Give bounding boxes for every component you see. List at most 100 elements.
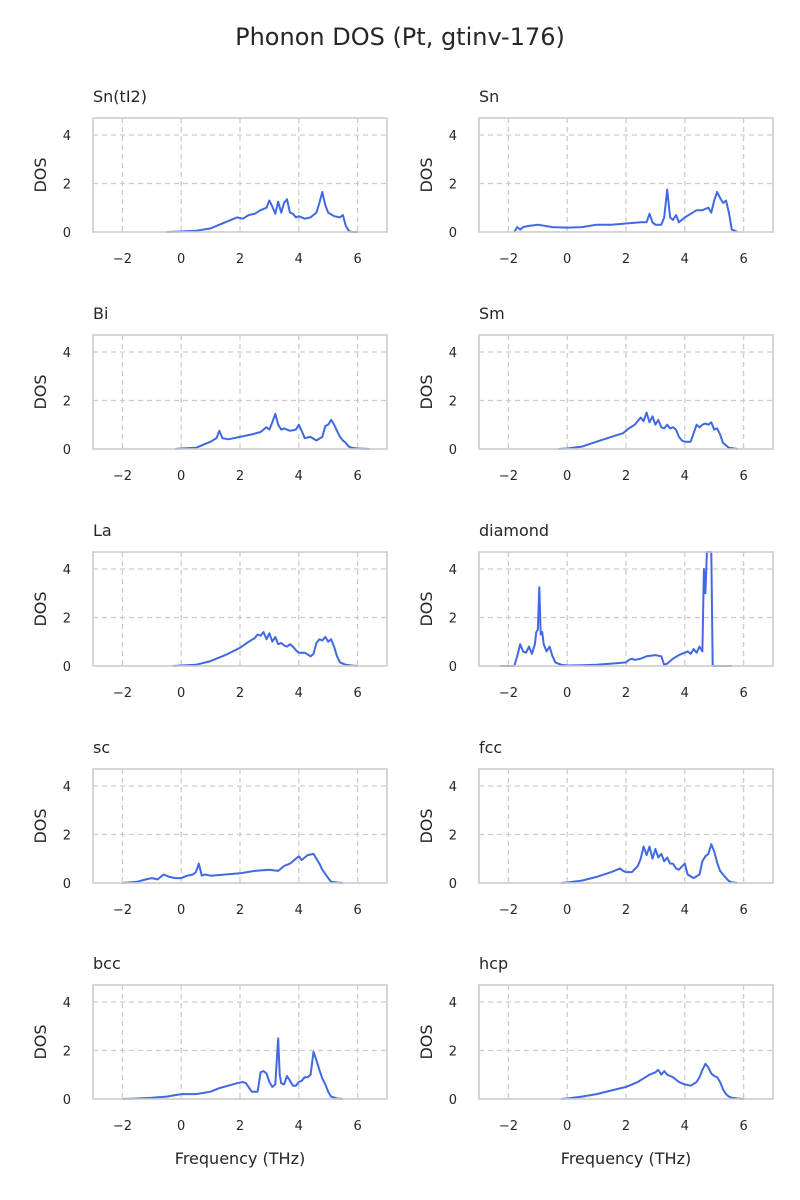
x-tick-label: 6 <box>353 252 361 267</box>
x-tick-label: 0 <box>177 469 185 484</box>
y-tick-label: 0 <box>449 1093 457 1108</box>
x-tick-label: 6 <box>739 686 747 701</box>
y-tick-label: 2 <box>63 828 71 843</box>
x-tick-label: 0 <box>177 1119 185 1134</box>
x-tick-label: 2 <box>622 903 630 918</box>
y-axis-label: DOS <box>31 591 50 626</box>
panel-title: hcp <box>479 954 508 973</box>
y-tick-label: 0 <box>63 660 71 675</box>
dos-series-line <box>172 631 358 667</box>
y-tick-label: 2 <box>449 611 457 626</box>
x-tick-label: 6 <box>353 469 361 484</box>
panel-sn: Sn −2 0 2 4 6 0 2 4 DOS <box>417 87 774 267</box>
x-tick-label: 6 <box>739 903 747 918</box>
y-axis-label: DOS <box>31 808 50 843</box>
panel-title: Bi <box>93 304 108 323</box>
plot-frame <box>92 984 388 1100</box>
x-tick-label: 0 <box>177 903 185 918</box>
dos-series-line <box>558 411 738 450</box>
dos-series-line <box>122 1037 343 1100</box>
y-tick-label: 2 <box>449 828 457 843</box>
x-axis-label: Frequency (THz) <box>561 1149 691 1168</box>
panel-title: Sn(tI2) <box>93 87 147 106</box>
x-axis-label: Frequency (THz) <box>175 1149 305 1168</box>
dos-series-line <box>499 551 732 667</box>
x-tick-label: −2 <box>499 903 518 918</box>
panel-title: fcc <box>479 738 502 757</box>
y-tick-label: 4 <box>449 563 457 578</box>
x-tick-label: 0 <box>177 686 185 701</box>
y-tick-label: 0 <box>449 443 457 458</box>
x-tick-label: 4 <box>681 252 689 267</box>
y-tick-label: 2 <box>449 1044 457 1059</box>
plot-frame <box>92 768 388 884</box>
x-tick-label: 0 <box>563 1119 571 1134</box>
x-tick-label: 2 <box>622 686 630 701</box>
x-tick-label: 4 <box>295 469 303 484</box>
y-axis-label: DOS <box>31 1024 50 1059</box>
x-tick-label: 0 <box>563 903 571 918</box>
x-tick-label: −2 <box>113 252 132 267</box>
y-tick-label: 2 <box>63 394 71 409</box>
dos-series-line <box>175 412 370 450</box>
x-tick-label: −2 <box>499 252 518 267</box>
panel-sn-ti2-: Sn(tI2) −2 0 2 4 6 0 2 4 DOS <box>31 87 388 267</box>
x-tick-label: 2 <box>622 252 630 267</box>
y-tick-label: 4 <box>449 996 457 1011</box>
x-tick-label: 2 <box>622 469 630 484</box>
x-tick-label: 4 <box>681 469 689 484</box>
y-tick-label: 4 <box>63 346 71 361</box>
dos-series-line <box>122 852 343 884</box>
x-tick-label: −2 <box>113 1119 132 1134</box>
y-tick-label: 0 <box>449 660 457 675</box>
y-tick-label: 4 <box>449 780 457 795</box>
x-tick-label: 6 <box>739 252 747 267</box>
dos-series-line <box>166 191 358 233</box>
plot-frame <box>92 334 388 450</box>
y-axis-label: DOS <box>417 591 436 626</box>
panel-title: Sn <box>479 87 499 106</box>
plot-frame <box>92 117 388 233</box>
y-tick-label: 2 <box>63 1044 71 1059</box>
x-tick-label: 2 <box>236 686 244 701</box>
panels: Sn(tI2) −2 0 2 4 6 0 2 4 DOS Sn −2 0 2 4 6 0 2 4 DOS Bi −2 0 2 4… <box>31 87 774 1168</box>
plot-frame <box>478 551 774 667</box>
panel-title: bcc <box>93 954 121 973</box>
x-tick-label: −2 <box>113 686 132 701</box>
plot-frame <box>478 984 774 1100</box>
panel-sm: Sm −2 0 2 4 6 0 2 4 DOS <box>417 304 774 484</box>
x-tick-label: 6 <box>739 469 747 484</box>
x-tick-label: 4 <box>295 252 303 267</box>
y-tick-label: 4 <box>63 996 71 1011</box>
y-tick-label: 2 <box>449 177 457 192</box>
dos-series-line <box>561 1062 744 1100</box>
panel-bcc: bcc −2 0 2 4 6 0 2 4 DOS Frequency (THz) <box>31 954 388 1168</box>
x-tick-label: 4 <box>295 903 303 918</box>
panel-title: La <box>93 521 112 540</box>
y-axis-label: DOS <box>417 808 436 843</box>
y-axis-label: DOS <box>417 1024 436 1059</box>
y-tick-label: 0 <box>449 226 457 241</box>
y-tick-label: 2 <box>449 394 457 409</box>
x-tick-label: 6 <box>353 1119 361 1134</box>
x-tick-label: −2 <box>499 686 518 701</box>
x-tick-label: 0 <box>177 252 185 267</box>
panel-title: diamond <box>479 521 549 540</box>
x-tick-label: 2 <box>622 1119 630 1134</box>
x-tick-label: −2 <box>499 469 518 484</box>
x-tick-label: 2 <box>236 469 244 484</box>
panel-fcc: fcc −2 0 2 4 6 0 2 4 DOS <box>417 738 774 918</box>
y-tick-label: 4 <box>449 129 457 144</box>
y-axis-label: DOS <box>31 157 50 192</box>
x-tick-label: 0 <box>563 686 571 701</box>
plot-frame <box>478 117 774 233</box>
plot-frame <box>478 768 774 884</box>
x-tick-label: 4 <box>681 686 689 701</box>
x-tick-label: 2 <box>236 1119 244 1134</box>
x-tick-label: 2 <box>236 252 244 267</box>
y-tick-label: 4 <box>63 129 71 144</box>
plot-frame <box>92 551 388 667</box>
y-tick-label: 4 <box>63 563 71 578</box>
panel-sc: sc −2 0 2 4 6 0 2 4 DOS <box>31 738 388 918</box>
